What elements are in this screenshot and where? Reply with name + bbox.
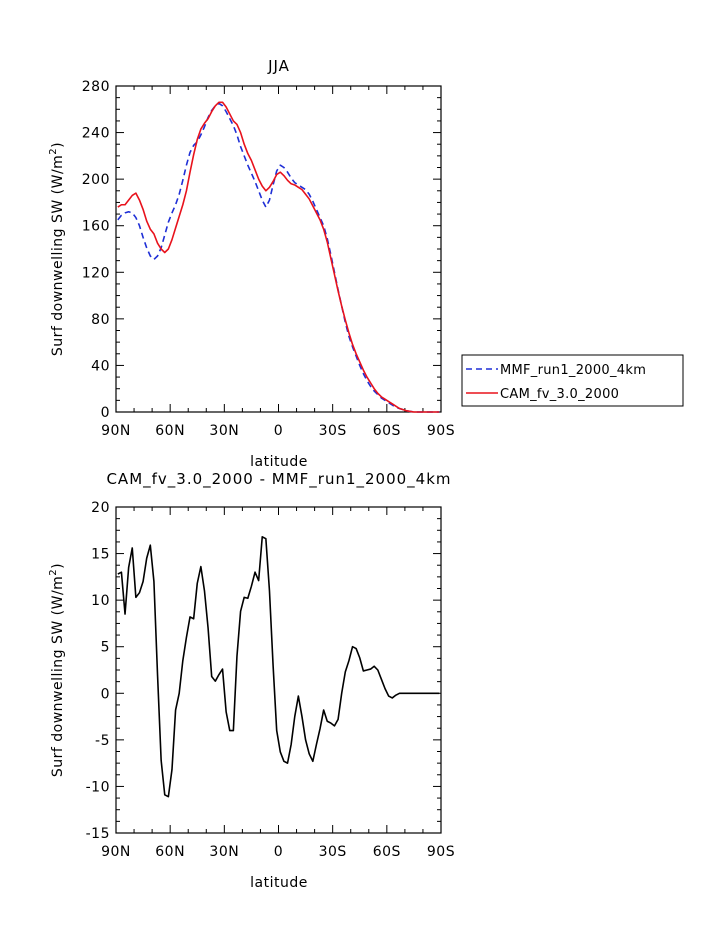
bottom-ticks xyxy=(115,506,442,834)
top-ticks xyxy=(115,85,442,413)
y-tick-label: 0 xyxy=(101,686,110,702)
x-tick-label: 60S xyxy=(373,423,401,439)
x-tick-label: 90S xyxy=(427,423,455,439)
y-tick-label: 5 xyxy=(101,640,110,656)
top-x-tick-labels: 90N 60N 30N 0 30S 60S 90S xyxy=(101,423,455,439)
y-tick-label: 200 xyxy=(82,172,110,188)
x-tick-label: 60N xyxy=(155,423,185,439)
top-series-lines xyxy=(117,101,440,413)
y-tick-label: 240 xyxy=(82,126,110,142)
top-chart: JJA 0 40 80 120 160 200 240 280 90N 60N 30N 0 30S 60… xyxy=(48,57,455,470)
bottom-y-axis-title-superscript: 2 xyxy=(48,569,59,576)
x-tick-label: 60N xyxy=(155,844,185,860)
y-tick-label: 280 xyxy=(82,79,110,95)
top-plot-frame xyxy=(115,85,442,413)
bottom-y-axis-title-close: ) xyxy=(50,563,66,569)
legend-box xyxy=(461,354,684,407)
y-tick-label: -5 xyxy=(95,733,110,749)
legend: MMF_run1_2000_4km CAM_fv_3.0_2000 xyxy=(461,354,684,407)
y-tick-label: -10 xyxy=(86,779,110,795)
y-tick-label: 80 xyxy=(91,312,110,328)
x-tick-label: 90N xyxy=(101,844,131,860)
x-tick-label: 90S xyxy=(427,844,455,860)
y-tick-label: 160 xyxy=(82,219,110,235)
series-line-mmf-run1-2000-4km xyxy=(117,102,440,413)
bottom-chart-title: CAM_fv_3.0_2000 - MMF_run1_2000_4km xyxy=(106,470,451,489)
top-y-axis-title: Surf downwelling SW (W/m2) xyxy=(48,142,66,356)
y-tick-label: 20 xyxy=(91,500,110,516)
top-chart-title: JJA xyxy=(267,57,290,75)
series-line-bottom-difference xyxy=(117,536,440,798)
x-tick-label: 90N xyxy=(101,423,131,439)
bottom-y-axis-title: Surf downwelling SW (W/m2) xyxy=(48,563,66,777)
legend-label-mmf: MMF_run1_2000_4km xyxy=(500,363,646,378)
x-tick-label: 30N xyxy=(209,423,239,439)
y-tick-label: 15 xyxy=(91,547,110,563)
bottom-chart: CAM_fv_3.0_2000 - MMF_run1_2000_4km -15-… xyxy=(48,470,455,891)
y-tick-label: 120 xyxy=(82,265,110,281)
top-y-axis-title-text: Surf downwelling SW (W/m xyxy=(50,155,66,356)
bottom-y-tick-labels: -15 -10 -5 0 5 10 15 20 xyxy=(86,500,110,842)
bottom-x-axis-title: latitude xyxy=(250,875,308,891)
bottom-y-axis-title-text: Surf downwelling SW (W/m xyxy=(50,576,66,777)
x-tick-label: 0 xyxy=(274,844,283,860)
series-line-cam-fv-3-0-2000 xyxy=(117,101,440,413)
y-tick-label: -15 xyxy=(86,826,110,842)
x-tick-label: 0 xyxy=(274,423,283,439)
top-y-tick-labels: 0 40 80 120 160 200 240 280 xyxy=(82,79,110,421)
bottom-x-tick-labels: 90N 60N 30N 0 30S 60S 90S xyxy=(101,844,455,860)
y-tick-label: 40 xyxy=(91,358,110,374)
top-y-axis-title-superscript: 2 xyxy=(48,148,59,155)
x-tick-label: 60S xyxy=(373,844,401,860)
top-x-axis-title: latitude xyxy=(250,454,308,470)
y-tick-label: 10 xyxy=(91,593,110,609)
x-tick-label: 30S xyxy=(319,844,347,860)
x-tick-label: 30N xyxy=(209,844,239,860)
legend-label-cam: CAM_fv_3.0_2000 xyxy=(500,387,619,402)
x-tick-label: 30S xyxy=(319,423,347,439)
y-tick-label: 0 xyxy=(101,405,110,421)
top-y-axis-title-close: ) xyxy=(50,142,66,148)
bottom-series-lines xyxy=(117,536,440,798)
bottom-plot-frame xyxy=(115,506,442,834)
